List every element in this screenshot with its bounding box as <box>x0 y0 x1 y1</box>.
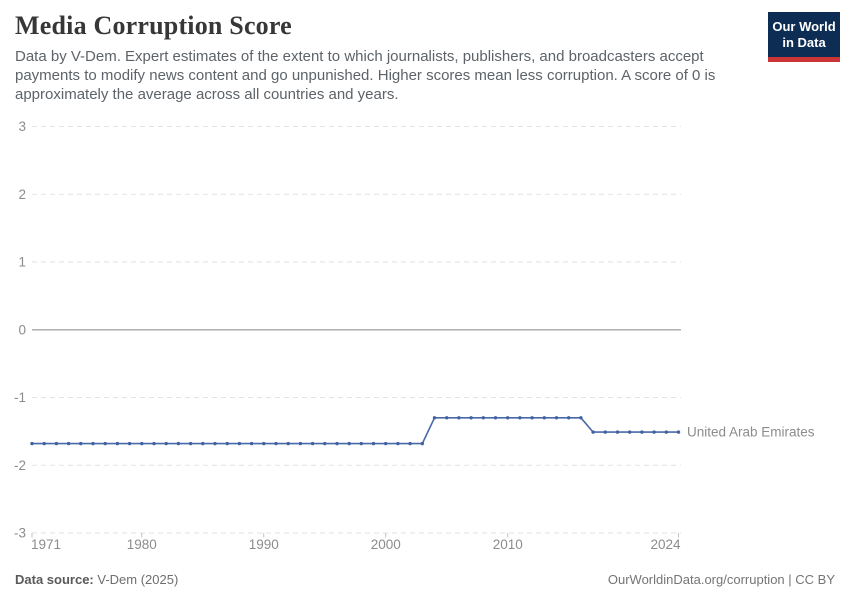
data-point[interactable] <box>530 416 534 420</box>
data-point[interactable] <box>127 441 132 446</box>
data-point[interactable] <box>140 441 144 446</box>
owid-logo-line2: in Data <box>782 35 826 50</box>
data-point[interactable] <box>445 416 449 420</box>
attribution-link[interactable]: OurWorldinData.org/corruption | CC BY <box>607 572 835 587</box>
data-point[interactable] <box>615 430 620 434</box>
data-point[interactable] <box>603 430 607 434</box>
owid-logo-line1: Our World <box>772 19 836 34</box>
data-point[interactable] <box>384 441 388 446</box>
data-point[interactable] <box>310 441 315 446</box>
data-point[interactable] <box>457 416 461 420</box>
data-point[interactable] <box>371 441 376 446</box>
y-tick-label: -3 <box>14 526 26 541</box>
data-point[interactable] <box>493 416 498 420</box>
data-point[interactable] <box>408 441 412 446</box>
x-tick-label: 2010 <box>493 537 523 552</box>
data-point[interactable] <box>274 441 278 446</box>
data-point[interactable] <box>396 441 400 446</box>
data-point[interactable] <box>664 430 668 434</box>
data-point[interactable] <box>79 441 83 446</box>
data-point[interactable] <box>237 441 242 446</box>
data-point[interactable] <box>249 441 254 446</box>
data-point[interactable] <box>432 416 437 420</box>
data-point[interactable] <box>176 441 181 446</box>
x-tick-label: 2024 <box>650 537 681 552</box>
data-point[interactable] <box>213 441 217 446</box>
data-point[interactable] <box>506 416 510 420</box>
data-point[interactable] <box>164 441 168 446</box>
series-label[interactable]: United Arab Emirates <box>687 425 815 440</box>
data-point[interactable] <box>91 441 95 446</box>
data-point[interactable] <box>54 441 59 446</box>
data-point[interactable] <box>347 441 351 446</box>
owid-logo[interactable]: Our World in Data <box>768 12 840 62</box>
data-point[interactable] <box>335 441 339 446</box>
data-point[interactable] <box>188 441 193 446</box>
data-source-label: Data source: <box>15 572 94 587</box>
y-tick-label: 1 <box>18 255 26 270</box>
y-tick-label: 0 <box>18 322 26 337</box>
data-point[interactable] <box>579 416 583 420</box>
data-point[interactable] <box>323 441 327 446</box>
data-point[interactable] <box>201 441 205 446</box>
data-point[interactable] <box>298 441 303 446</box>
data-point[interactable] <box>469 416 473 420</box>
x-tick-label: 2000 <box>371 537 401 552</box>
y-tick-label: 3 <box>18 119 26 134</box>
data-point[interactable] <box>591 430 595 434</box>
data-point[interactable] <box>286 441 290 446</box>
data-point[interactable] <box>420 441 424 446</box>
data-point[interactable] <box>225 441 229 446</box>
data-point[interactable] <box>152 441 156 446</box>
y-tick-label: -2 <box>14 458 26 473</box>
chart-subtitle: Data by V-Dem. Expert estimates of the e… <box>15 48 716 103</box>
series-line[interactable] <box>32 416 679 445</box>
data-point[interactable] <box>542 416 546 420</box>
data-point[interactable] <box>640 430 644 434</box>
page-title: Media Corruption Score <box>15 11 292 40</box>
data-point[interactable] <box>481 416 485 420</box>
y-tick-label: 2 <box>18 187 26 202</box>
data-point[interactable] <box>628 430 632 434</box>
x-tick-label: 1980 <box>127 537 157 552</box>
data-point[interactable] <box>30 441 34 446</box>
data-point[interactable] <box>42 441 46 446</box>
data-point[interactable] <box>567 416 571 420</box>
data-source: Data source: V-Dem (2025) <box>15 572 178 587</box>
data-point[interactable] <box>262 441 266 446</box>
data-point[interactable] <box>652 430 656 434</box>
data-source-value[interactable]: V-Dem (2025) <box>97 572 179 587</box>
x-tick-label: 1971 <box>31 537 61 552</box>
data-point[interactable] <box>115 441 120 446</box>
data-point[interactable] <box>676 430 681 434</box>
data-point[interactable] <box>103 441 107 446</box>
data-point[interactable] <box>554 416 559 420</box>
data-point[interactable] <box>66 441 71 446</box>
x-tick-label: 1990 <box>249 537 279 552</box>
data-point[interactable] <box>359 441 363 446</box>
data-point[interactable] <box>518 416 522 420</box>
y-tick-label: -1 <box>14 390 26 405</box>
